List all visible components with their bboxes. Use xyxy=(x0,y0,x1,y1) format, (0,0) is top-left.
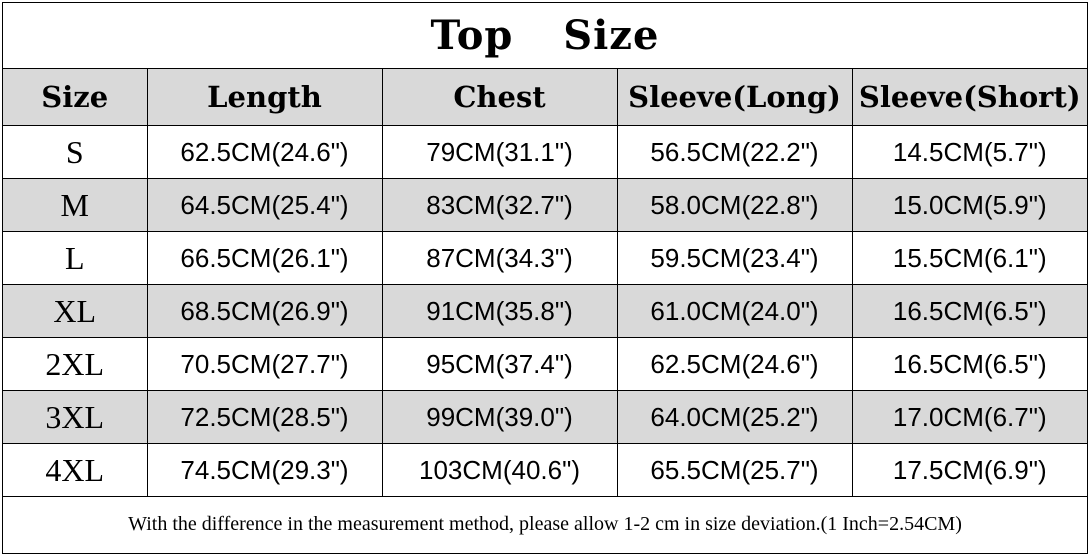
sleeve-long-cell: 58.0CM(22.8") xyxy=(616,178,853,232)
table-row: 4XL 74.5CM(29.3") 103CM(40.6") 65.5CM(25… xyxy=(3,443,1087,497)
size-cell: L xyxy=(3,231,148,285)
sleeve-long-cell: 62.5CM(24.6") xyxy=(616,337,853,391)
table-row: S 62.5CM(24.6") 79CM(31.1") 56.5CM(22.2"… xyxy=(3,125,1087,179)
table-row: M 64.5CM(25.4") 83CM(32.7") 58.0CM(22.8"… xyxy=(3,178,1087,232)
sleeve-long-cell: 65.5CM(25.7") xyxy=(616,443,853,497)
size-table: Size Length Chest Sleeve(Long) Sleeve(Sh… xyxy=(3,69,1087,497)
chest-cell: 87CM(34.3") xyxy=(381,231,618,285)
sleeve-long-cell: 64.0CM(25.2") xyxy=(616,390,853,444)
chest-cell: 83CM(32.7") xyxy=(381,178,618,232)
sleeve-short-cell: 14.5CM(5.7") xyxy=(851,125,1087,179)
length-cell: 64.5CM(25.4") xyxy=(146,178,383,232)
length-cell: 72.5CM(28.5") xyxy=(146,390,383,444)
chart-title: Top Size xyxy=(3,3,1087,69)
measurement-note: With the difference in the measurement m… xyxy=(128,512,962,535)
size-cell: 4XL xyxy=(3,443,148,497)
chest-cell: 91CM(35.8") xyxy=(381,284,618,338)
size-cell: 3XL xyxy=(3,390,148,444)
header-sleeve-short: Sleeve(Short) xyxy=(851,69,1087,126)
sleeve-short-cell: 16.5CM(6.5") xyxy=(851,284,1087,338)
chest-cell: 95CM(37.4") xyxy=(381,337,618,391)
sleeve-short-cell: 17.0CM(6.7") xyxy=(851,390,1087,444)
length-cell: 70.5CM(27.7") xyxy=(146,337,383,391)
table-row: L 66.5CM(26.1") 87CM(34.3") 59.5CM(23.4"… xyxy=(3,231,1087,285)
chest-cell: 103CM(40.6") xyxy=(381,443,618,497)
sleeve-short-cell: 16.5CM(6.5") xyxy=(851,337,1087,391)
header-row: Size Length Chest Sleeve(Long) Sleeve(Sh… xyxy=(3,69,1087,126)
length-cell: 68.5CM(26.9") xyxy=(146,284,383,338)
size-cell: M xyxy=(3,178,148,232)
table-row: 2XL 70.5CM(27.7") 95CM(37.4") 62.5CM(24.… xyxy=(3,337,1087,391)
size-cell: 2XL xyxy=(3,337,148,391)
size-cell: S xyxy=(3,125,148,179)
length-cell: 74.5CM(29.3") xyxy=(146,443,383,497)
header-sleeve-long: Sleeve(Long) xyxy=(616,69,853,126)
sleeve-long-cell: 61.0CM(24.0") xyxy=(616,284,853,338)
size-cell: XL xyxy=(3,284,148,338)
chest-cell: 79CM(31.1") xyxy=(381,125,618,179)
sleeve-long-cell: 59.5CM(23.4") xyxy=(616,231,853,285)
length-cell: 62.5CM(24.6") xyxy=(146,125,383,179)
table-row: 3XL 72.5CM(28.5") 99CM(39.0") 64.0CM(25.… xyxy=(3,390,1087,444)
sleeve-short-cell: 15.0CM(5.9") xyxy=(851,178,1087,232)
chest-cell: 99CM(39.0") xyxy=(381,390,618,444)
header-length: Length xyxy=(146,69,383,126)
length-cell: 66.5CM(26.1") xyxy=(146,231,383,285)
sleeve-long-cell: 56.5CM(22.2") xyxy=(616,125,853,179)
header-chest: Chest xyxy=(381,69,618,126)
header-size: Size xyxy=(3,69,148,126)
sleeve-short-cell: 17.5CM(6.9") xyxy=(851,443,1087,497)
table-row: XL 68.5CM(26.9") 91CM(35.8") 61.0CM(24.0… xyxy=(3,284,1087,338)
sleeve-short-cell: 15.5CM(6.1") xyxy=(851,231,1087,285)
